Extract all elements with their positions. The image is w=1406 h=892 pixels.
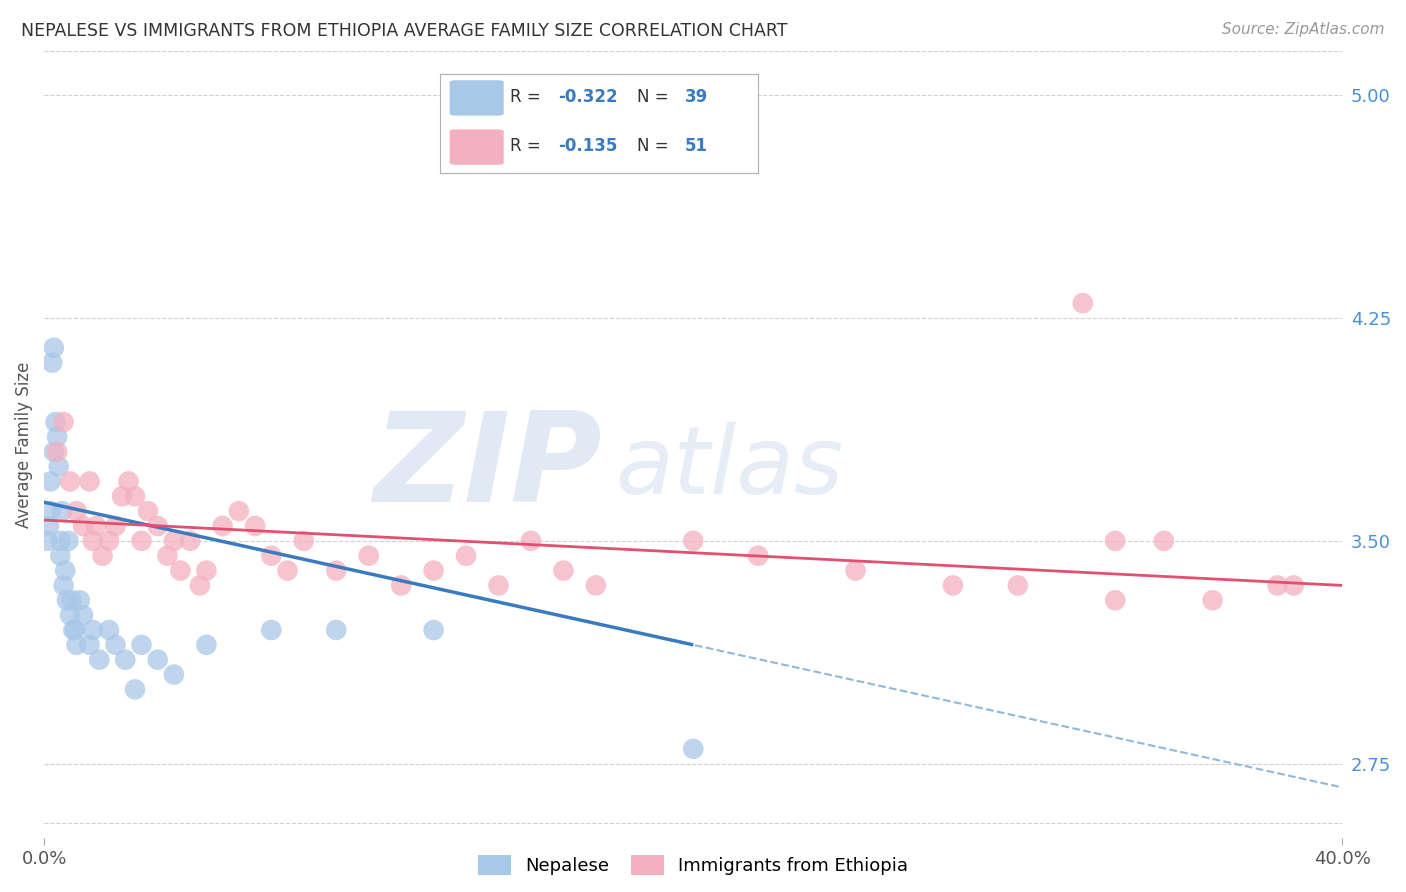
Point (124, 489, 146, 503)
Point (520, 533, 543, 548)
Point (292, 533, 315, 548)
Point (136, 504, 159, 518)
Point (188, 578, 211, 592)
Legend: Nepalese, Immigrants from Ethiopia: Nepalese, Immigrants from Ethiopia (470, 847, 917, 884)
Point (156, 549, 179, 563)
Point (325, 623, 347, 637)
Point (682, 533, 704, 548)
Point (82, 533, 104, 548)
Point (585, 578, 607, 592)
Point (52, 415, 75, 429)
Point (553, 564, 575, 578)
Point (42, 341, 65, 355)
Point (104, 638, 127, 652)
Point (454, 549, 477, 563)
Point (72, 608, 94, 623)
Point (69, 593, 91, 607)
Point (163, 667, 186, 681)
Point (260, 549, 283, 563)
Point (699, 861, 721, 875)
Point (169, 564, 191, 578)
Point (1267, 578, 1289, 592)
Point (942, 578, 965, 592)
Point (146, 519, 169, 533)
Point (38, 519, 60, 533)
Point (1201, 593, 1223, 607)
Point (117, 475, 139, 489)
Point (228, 504, 250, 518)
Point (98, 623, 121, 637)
Point (1071, 296, 1094, 310)
Point (211, 519, 233, 533)
Point (53, 564, 76, 578)
Text: NEPALESE VS IMMIGRANTS FROM ETHIOPIA AVERAGE FAMILY SIZE CORRELATION CHART: NEPALESE VS IMMIGRANTS FROM ETHIOPIA AVE… (21, 22, 787, 40)
Point (114, 653, 136, 667)
Point (98, 533, 121, 548)
Point (59, 475, 82, 489)
Point (845, 564, 868, 578)
Point (131, 533, 153, 548)
Point (111, 489, 134, 503)
Point (46, 444, 69, 458)
Y-axis label: Average Family Size: Average Family Size (15, 361, 32, 527)
Point (277, 564, 299, 578)
Point (146, 653, 169, 667)
Point (195, 564, 218, 578)
Point (325, 564, 347, 578)
Point (41, 356, 63, 370)
Point (37, 533, 59, 548)
Point (56, 593, 79, 607)
Point (49, 549, 72, 563)
Point (65, 504, 87, 518)
Point (243, 519, 266, 533)
Point (1104, 533, 1126, 548)
Point (1282, 578, 1305, 592)
Point (163, 533, 186, 548)
Point (1153, 533, 1175, 548)
Point (682, 741, 704, 756)
Point (1104, 593, 1126, 607)
Point (488, 578, 510, 592)
Point (389, 578, 412, 592)
Point (49, 533, 72, 548)
Point (79, 638, 101, 652)
Point (39, 475, 62, 489)
Point (104, 519, 127, 533)
Point (124, 682, 146, 697)
Point (91, 549, 114, 563)
Point (72, 519, 94, 533)
Text: ZIP: ZIP (374, 408, 602, 528)
Point (131, 638, 153, 652)
Point (46, 430, 69, 444)
Point (65, 638, 87, 652)
Point (84, 519, 107, 533)
Point (52, 578, 75, 592)
Point (62, 623, 84, 637)
Text: atlas: atlas (616, 423, 844, 514)
Point (357, 549, 380, 563)
Point (48, 459, 70, 474)
Point (422, 564, 444, 578)
Point (747, 549, 769, 563)
Point (179, 533, 201, 548)
Point (195, 638, 218, 652)
Point (58, 533, 80, 548)
Point (79, 475, 101, 489)
Point (82, 623, 104, 637)
Point (39, 504, 62, 518)
Point (63, 623, 86, 637)
Point (51, 504, 73, 518)
Point (1007, 578, 1029, 592)
Text: Source: ZipAtlas.com: Source: ZipAtlas.com (1222, 22, 1385, 37)
Point (89, 653, 111, 667)
Point (44, 415, 66, 429)
Point (260, 623, 283, 637)
Point (42, 444, 65, 458)
Point (59, 608, 82, 623)
Point (60, 593, 83, 607)
Point (422, 623, 444, 637)
